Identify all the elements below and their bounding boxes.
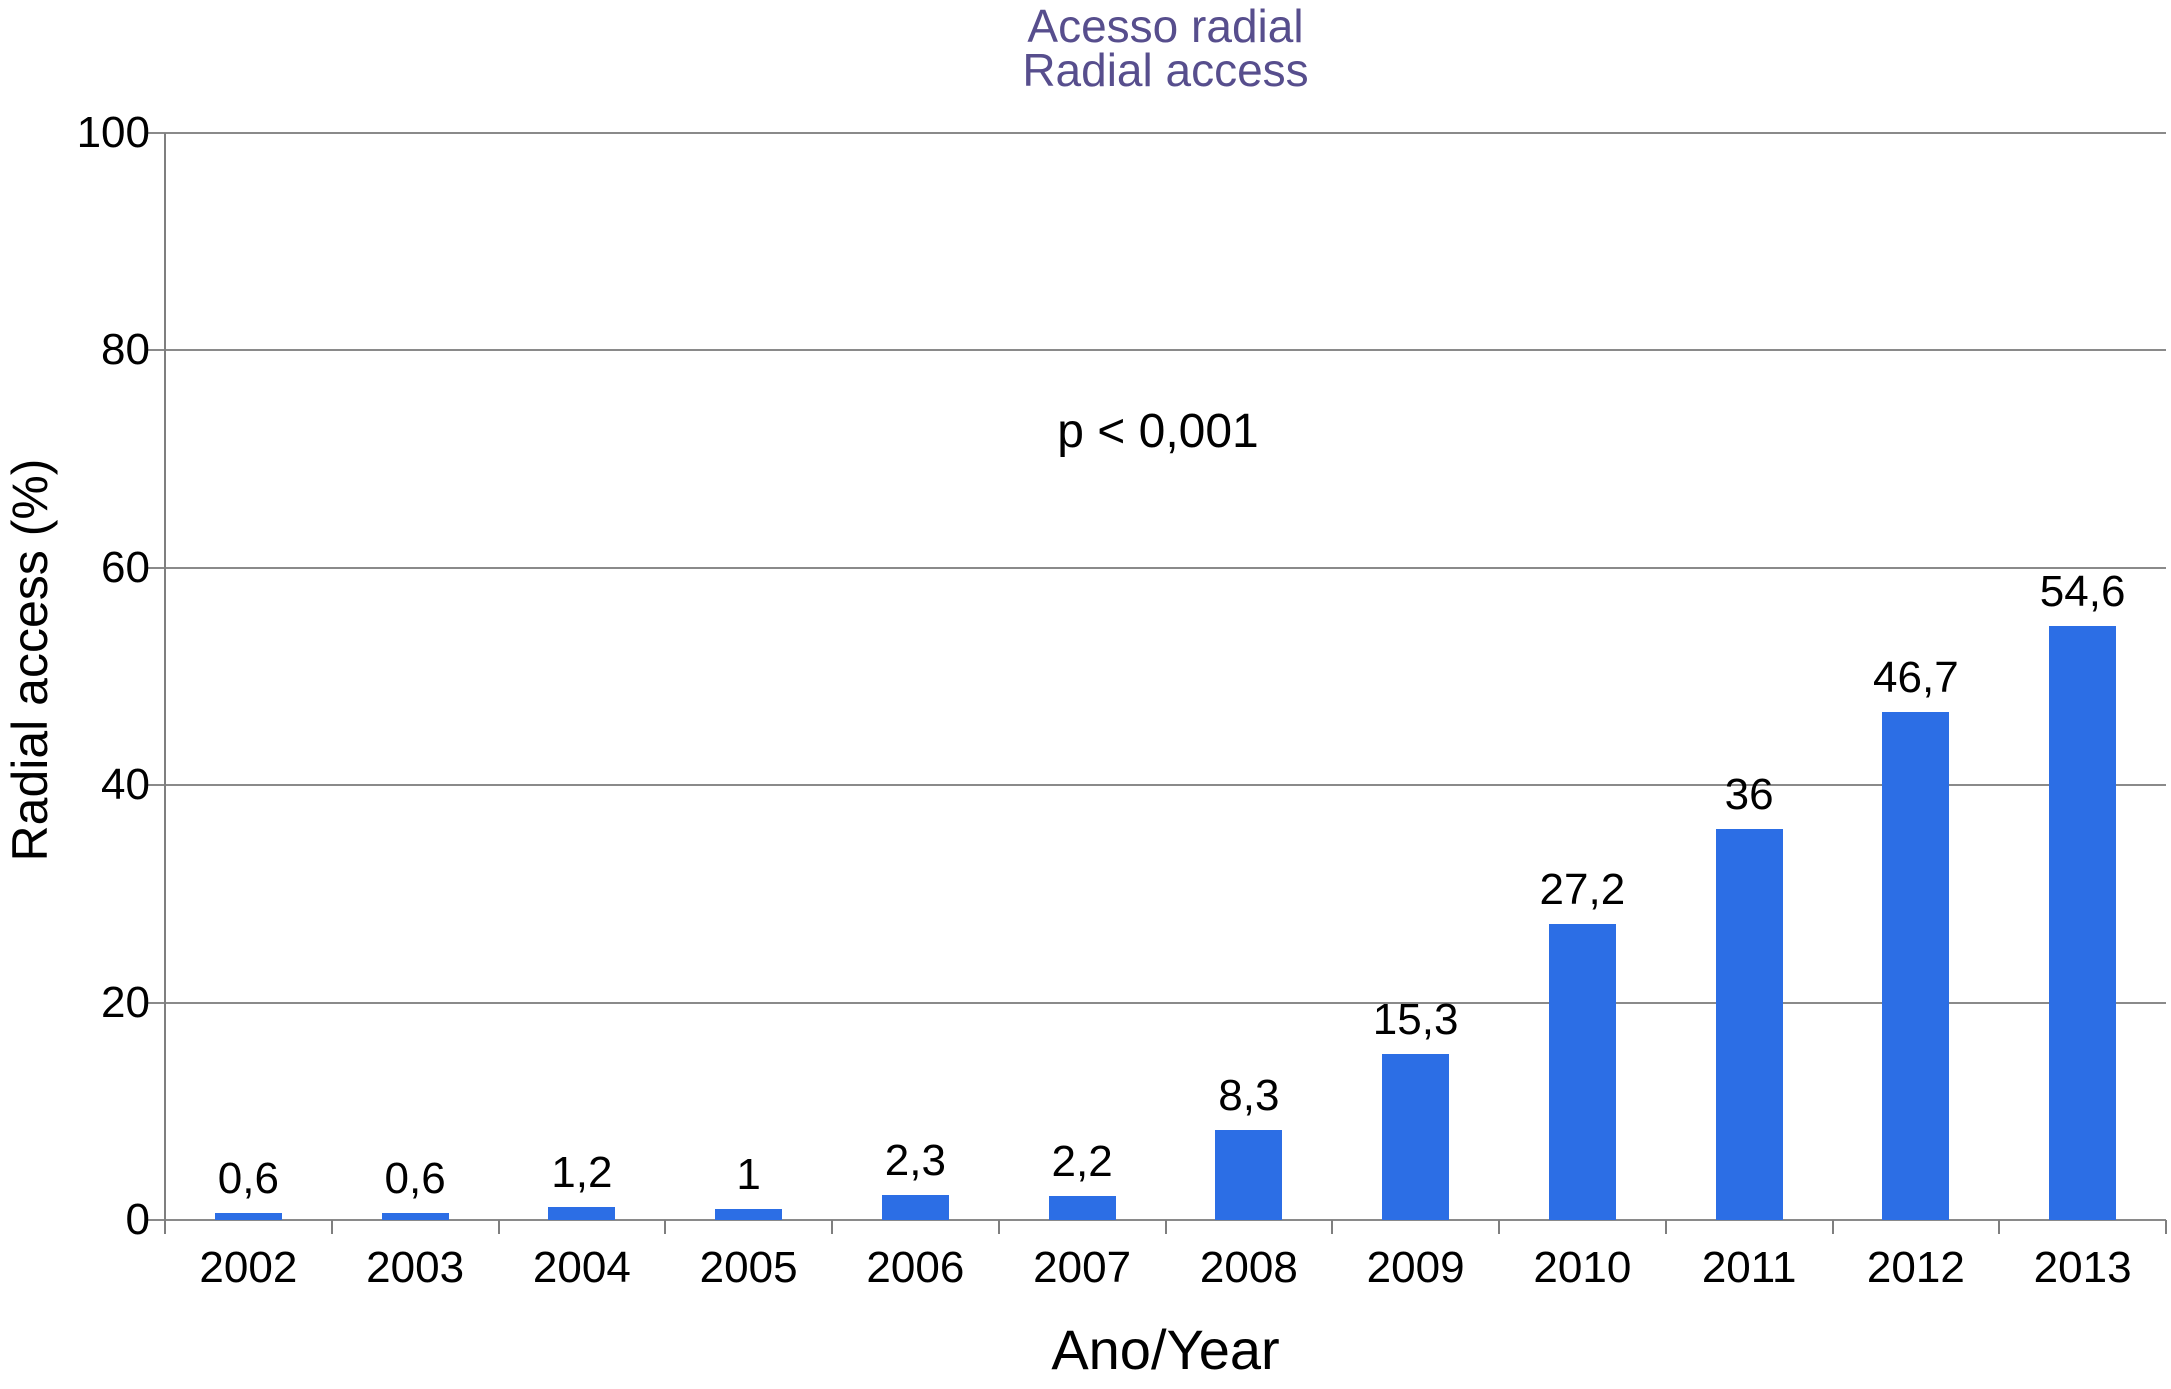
value-label-2007: 2,2 — [1051, 1137, 1113, 1187]
x-tick-label-2006: 2006 — [866, 1243, 965, 1292]
bar-2012 — [1882, 712, 1950, 1220]
x-tick-label-2007: 2007 — [1033, 1243, 1132, 1292]
x-tick-label-2012: 2012 — [1866, 1243, 1965, 1292]
x-tick-label-2004: 2004 — [532, 1243, 631, 1292]
x-tick-label-2013: 2013 — [2033, 1243, 2132, 1292]
x-axis-tick — [1831, 1220, 1834, 1234]
value-label-2004: 1,2 — [551, 1147, 613, 1197]
x-axis-title: Ano/Year — [1051, 1318, 1280, 1381]
x-axis-tick — [330, 1220, 333, 1234]
bar-2006 — [881, 1194, 949, 1220]
x-axis-tick — [1998, 1220, 2001, 1234]
gridline-60 — [148, 566, 2166, 569]
x-axis-tick — [831, 1220, 833, 1234]
y-tick-label-60: 60 — [101, 542, 150, 592]
x-tick-label-2005: 2005 — [699, 1243, 798, 1292]
y-tick-label-20: 20 — [101, 977, 150, 1027]
y-tick-label-100: 100 — [76, 108, 150, 157]
bar-2005 — [715, 1209, 783, 1220]
x-tick-label-2010: 2010 — [1533, 1243, 1632, 1292]
gridline-0 — [148, 1219, 2166, 1221]
x-axis-tick — [2165, 1220, 2167, 1234]
y-tick-label-0: 0 — [125, 1195, 150, 1244]
bar-2011 — [1715, 828, 1783, 1220]
chart-title-line-pt: Acesso radial — [1027, 0, 1304, 52]
bar-2008 — [1215, 1129, 1283, 1220]
bar-2010 — [1548, 924, 1616, 1220]
value-label-2009: 15,3 — [1372, 994, 1459, 1044]
x-axis-tick — [1498, 1220, 1500, 1234]
value-label-2013: 54,6 — [2039, 567, 2126, 617]
x-axis-tick — [664, 1220, 667, 1234]
bar-2013 — [2049, 626, 2117, 1220]
bar-2004 — [548, 1206, 616, 1220]
bar-2009 — [1382, 1053, 1450, 1220]
value-label-2012: 46,7 — [1873, 653, 1959, 703]
y-axis-line — [164, 133, 166, 1234]
x-tick-label-2002: 2002 — [199, 1243, 298, 1292]
x-tick-label-2003: 2003 — [366, 1243, 465, 1292]
value-label-2008: 8,3 — [1218, 1070, 1280, 1120]
x-axis-tick — [164, 1220, 166, 1234]
chart-title: Acesso radial Radial access — [165, 0, 2166, 96]
x-tick-label-2009: 2009 — [1366, 1243, 1465, 1292]
x-axis-tick — [497, 1220, 500, 1234]
value-label-2006: 2,3 — [884, 1135, 946, 1185]
x-axis-tick — [997, 1220, 1000, 1234]
x-axis-tick — [1664, 1220, 1667, 1234]
value-label-2005: 1 — [736, 1150, 761, 1200]
value-label-2011: 36 — [1724, 769, 1774, 819]
x-axis-tick — [1331, 1220, 1334, 1234]
bar-2002 — [214, 1213, 282, 1220]
value-label-2003: 0,6 — [384, 1154, 446, 1204]
p-value-annotation: p < 0,001 — [1057, 405, 1259, 458]
gridline-100 — [148, 132, 2166, 134]
bar-2007 — [1048, 1196, 1116, 1220]
gridline-80 — [148, 349, 2166, 352]
gridline-40 — [148, 784, 2166, 787]
chart-title-line-en: Radial access — [1022, 44, 1309, 96]
x-tick-label-2011: 2011 — [1701, 1243, 1797, 1292]
gridline-20 — [148, 1001, 2166, 1004]
y-tick-label-40: 40 — [101, 760, 150, 810]
value-label-2010: 27,2 — [1539, 865, 1626, 915]
value-label-2002: 0,6 — [217, 1154, 279, 1204]
x-tick-label-2008: 2008 — [1199, 1243, 1298, 1292]
bar-2003 — [381, 1213, 449, 1220]
y-tick-label-80: 80 — [101, 325, 150, 375]
x-axis-tick — [1164, 1220, 1167, 1234]
y-axis-title: Radial access (%) — [2, 458, 58, 862]
